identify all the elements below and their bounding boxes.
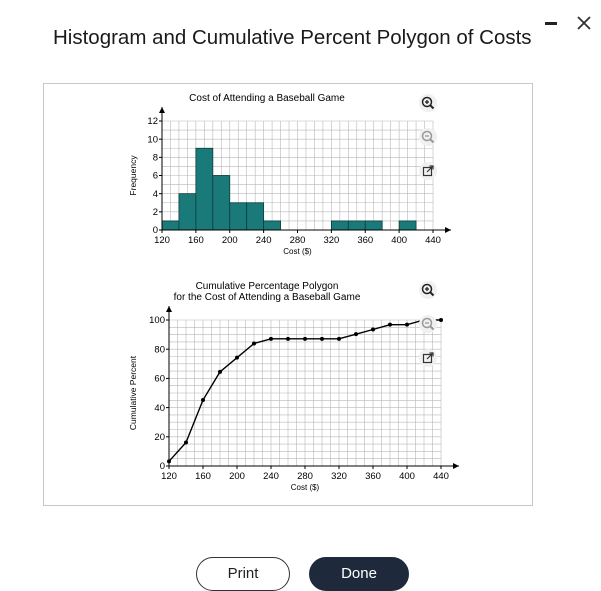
- polygon-point: [405, 322, 409, 327]
- histogram-bar: [398, 220, 417, 231]
- polygon-point: [337, 336, 341, 341]
- polygon-x-label: Cost ($): [291, 483, 320, 492]
- histogram-y-tick-label: 12: [147, 116, 158, 127]
- zoom-in-icon[interactable]: [418, 280, 438, 300]
- histogram-bar: [229, 202, 248, 231]
- polygon-title-line2: for the Cost of Attending a Baseball Gam…: [174, 292, 361, 303]
- histogram-y-tick-label: 0: [153, 225, 158, 236]
- histogram-bar: [212, 175, 231, 231]
- charts-canvas: Cost of Attending a Baseball Game Cumula…: [128, 93, 459, 492]
- polygon-point: [286, 336, 290, 341]
- polygon-x-tick-label: 280: [297, 471, 313, 482]
- histogram-x-tick-label: 120: [154, 235, 170, 246]
- polygon-y-tick-label: 60: [154, 374, 165, 385]
- polygon-point: [269, 336, 273, 341]
- polygon-x-tick-label: 400: [399, 471, 415, 482]
- polygon-y-axis-head: [166, 306, 172, 312]
- histogram-y-tick-label: 2: [153, 207, 158, 218]
- polygon-x-tick-label: 200: [229, 471, 245, 482]
- polygon-point: [218, 369, 222, 374]
- histogram-x-tick-label: 200: [222, 235, 238, 246]
- histogram-bar: [263, 220, 281, 231]
- polygon-x-axis-head: [453, 463, 459, 469]
- print-button[interactable]: Print: [196, 557, 290, 591]
- histogram-bar: [195, 147, 214, 231]
- minimize-icon[interactable]: [544, 16, 558, 26]
- polygon-point: [320, 336, 324, 341]
- close-icon[interactable]: [574, 13, 594, 33]
- polygon-point: [201, 398, 205, 403]
- histogram-bar: [364, 220, 383, 231]
- polygon-x-tick-label: 360: [365, 471, 381, 482]
- histogram-x-tick-label: 280: [290, 235, 306, 246]
- histogram-x-label: Cost ($): [283, 247, 312, 256]
- popout-icon[interactable]: [418, 348, 438, 368]
- polygon-x-tick-label: 240: [263, 471, 279, 482]
- polygon-point: [388, 322, 392, 327]
- polygon-x-tick-label: 440: [433, 471, 449, 482]
- chart-panel: Cost of Attending a Baseball Game Cumula…: [43, 83, 533, 506]
- histogram-y-axis-head: [159, 107, 165, 113]
- polygon-y-label: Cumulative Percent: [128, 355, 138, 430]
- polygon-point: [439, 318, 443, 322]
- polygon-point: [303, 336, 307, 341]
- polygon-y-tick-label: 40: [154, 403, 165, 414]
- polygon-point: [184, 440, 188, 445]
- polygon-point: [371, 327, 375, 332]
- histogram-bar: [161, 220, 180, 231]
- histogram-y-tick-label: 10: [147, 134, 158, 145]
- histogram-bar: [246, 202, 265, 231]
- histogram-y-tick-label: 6: [153, 171, 158, 182]
- polygon-y-tick-label: 0: [160, 461, 165, 472]
- histogram-x-tick-label: 400: [391, 235, 407, 246]
- histogram-y-tick-label: 4: [153, 189, 158, 200]
- histogram-x-tick-label: 440: [425, 235, 441, 246]
- histogram-y-label: Frequency: [128, 155, 138, 196]
- zoom-out-icon[interactable]: [418, 314, 438, 334]
- polygon-x-tick-label: 320: [331, 471, 347, 482]
- zoom-out-icon[interactable]: [418, 127, 438, 147]
- histogram-y-tick-label: 8: [153, 153, 158, 164]
- polygon-y-tick-label: 80: [154, 344, 165, 355]
- histogram-x-tick-label: 160: [188, 235, 204, 246]
- window-title: Histogram and Cumulative Percent Polygon…: [53, 26, 532, 49]
- histogram-x-tick-label: 360: [357, 235, 373, 246]
- histogram-bar: [330, 220, 349, 231]
- zoom-in-icon[interactable]: [418, 93, 438, 113]
- histogram-x-tick-label: 240: [256, 235, 272, 246]
- polygon-x-tick-label: 160: [195, 471, 211, 482]
- popout-icon[interactable]: [418, 161, 438, 181]
- histogram-bar: [178, 193, 197, 231]
- histogram-x-axis-head: [445, 227, 451, 233]
- histogram-bar: [347, 220, 366, 231]
- done-button[interactable]: Done: [309, 557, 409, 591]
- histogram-title: Cost of Attending a Baseball Game: [189, 93, 345, 104]
- polygon-y-tick-label: 100: [149, 315, 165, 326]
- histogram-x-tick-label: 320: [323, 235, 339, 246]
- polygon-point: [235, 355, 239, 360]
- polygon-title-line1: Cumulative Percentage Polygon: [196, 281, 339, 292]
- polygon-point: [252, 341, 256, 346]
- polygon-point: [354, 332, 358, 337]
- polygon-x-tick-label: 120: [161, 471, 177, 482]
- polygon-y-tick-label: 20: [154, 432, 165, 443]
